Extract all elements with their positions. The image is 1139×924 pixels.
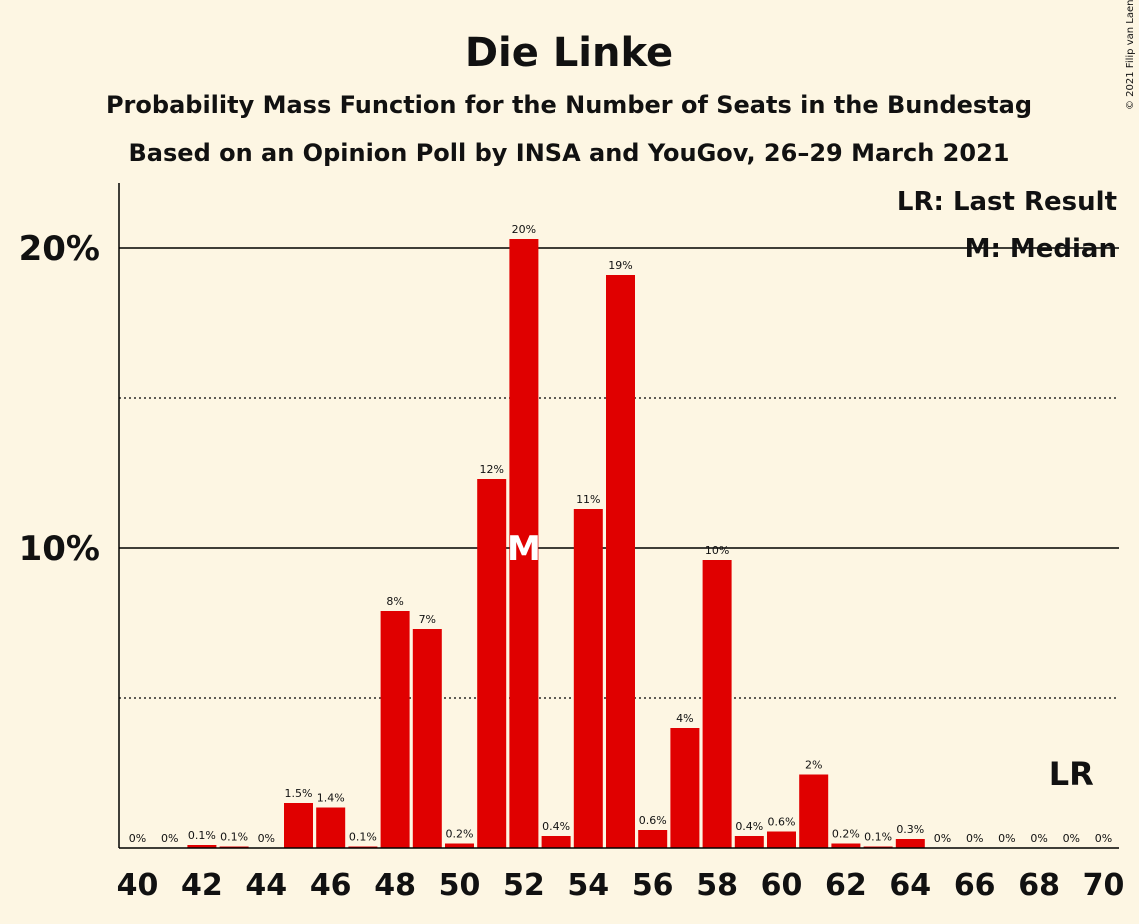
x-tick-label: 44	[245, 868, 287, 903]
data-label-seat-61: 2%	[805, 759, 822, 772]
chart-subtitle-source: Based on an Opinion Poll by INSA and You…	[129, 139, 1010, 167]
data-label-seat-69: 0%	[1063, 832, 1080, 845]
x-tick-label: 60	[761, 868, 803, 903]
data-label-seat-58: 10%	[705, 544, 729, 557]
data-label-seat-57: 4%	[676, 712, 693, 725]
data-label-seat-44: 0%	[258, 832, 275, 845]
bar-seat-60	[767, 831, 796, 848]
data-label-seat-53: 0.4%	[542, 820, 570, 833]
data-labels: 0% 0% 0.1% 0.1% 0% 1.5% 1.4% 0.1% 8% 7% 0.2% 12% 20%…	[129, 223, 1112, 845]
chart-title: Die Linke	[465, 30, 673, 76]
x-tick-label: 68	[1018, 868, 1060, 903]
y-tick-label: 10%	[19, 529, 100, 569]
chart-subtitle: Probability Mass Function for the Number…	[106, 91, 1032, 119]
bar-seat-59	[734, 836, 764, 848]
x-tick-label: 54	[567, 868, 609, 903]
bar-seat-53	[541, 836, 571, 848]
bar-seat-62	[831, 843, 861, 848]
bars	[187, 239, 925, 848]
data-label-seat-68: 0%	[1030, 832, 1047, 845]
bar-seat-51	[477, 479, 507, 848]
data-label-seat-47: 0.1%	[349, 831, 377, 844]
data-label-seat-56: 0.6%	[639, 814, 667, 827]
data-label-seat-66: 0%	[966, 832, 983, 845]
data-label-seat-62: 0.2%	[832, 828, 860, 841]
bar-seat-54	[573, 509, 603, 848]
data-label-seat-63: 0.1%	[864, 831, 892, 844]
data-label-seat-45: 1.5%	[285, 787, 313, 800]
data-label-seat-51: 12%	[479, 463, 503, 476]
bar-seat-56	[638, 830, 668, 848]
x-tick-label: 56	[632, 868, 674, 903]
data-label-seat-52: 20%	[512, 223, 536, 236]
x-tick-label: 48	[374, 868, 416, 903]
data-label-seat-67: 0%	[998, 832, 1015, 845]
x-tick-label: 46	[310, 868, 352, 903]
data-label-seat-49: 7%	[419, 613, 436, 626]
x-tick-label: 50	[439, 868, 481, 903]
x-tick-label: 42	[181, 868, 223, 903]
data-label-seat-50: 0.2%	[446, 828, 474, 841]
data-label-seat-48: 8%	[386, 595, 403, 608]
median-marker: M	[507, 529, 541, 569]
x-tick-label: 40	[117, 868, 159, 903]
bar-seat-64	[895, 839, 925, 848]
bar-seat-57	[670, 728, 700, 848]
data-label-seat-43: 0.1%	[220, 831, 248, 844]
bar-seat-61	[799, 774, 829, 848]
bar-seat-58	[702, 560, 732, 848]
bar-seat-50	[445, 843, 474, 848]
bar-seat-46	[316, 807, 346, 848]
x-tick-label: 62	[825, 868, 867, 903]
data-label-seat-59: 0.4%	[735, 820, 763, 833]
x-tick-label: 70	[1083, 868, 1125, 903]
data-label-seat-46: 1.4%	[317, 792, 345, 805]
last-result-marker: LR	[1049, 755, 1094, 793]
data-label-seat-64: 0.3%	[896, 823, 924, 836]
legend-last-result: LR: Last Result	[897, 187, 1117, 217]
bar-seat-52	[509, 239, 539, 848]
data-label-seat-54: 11%	[576, 493, 600, 506]
data-label-seat-70: 0%	[1095, 832, 1112, 845]
data-label-seat-65: 0%	[934, 832, 951, 845]
data-label-seat-55: 19%	[608, 259, 632, 272]
data-label-seat-40: 0%	[129, 832, 146, 845]
copyright-text: © 2021 Filip van Laenen	[1125, 0, 1136, 110]
bar-seat-42	[187, 845, 217, 848]
bar-seat-49	[412, 629, 442, 848]
bar-seat-45	[284, 803, 313, 848]
data-label-seat-42: 0.1%	[188, 829, 216, 842]
x-tick-label: 64	[889, 868, 931, 903]
y-tick-label: 20%	[19, 229, 100, 269]
x-tick-label: 52	[503, 868, 545, 903]
legend-median: M: Median	[965, 234, 1117, 264]
y-ticks: 10% 20%	[19, 229, 100, 569]
data-label-seat-60: 0.6%	[768, 816, 796, 829]
data-label-seat-41: 0%	[161, 832, 178, 845]
bar-seat-55	[606, 275, 635, 848]
x-tick-label: 66	[954, 868, 996, 903]
x-tick-label: 58	[696, 868, 738, 903]
x-ticks: 40 42 44 46 48 50 52 54 56 58 60 62 64 66 68 70	[117, 868, 1125, 903]
bar-seat-48	[380, 611, 410, 848]
